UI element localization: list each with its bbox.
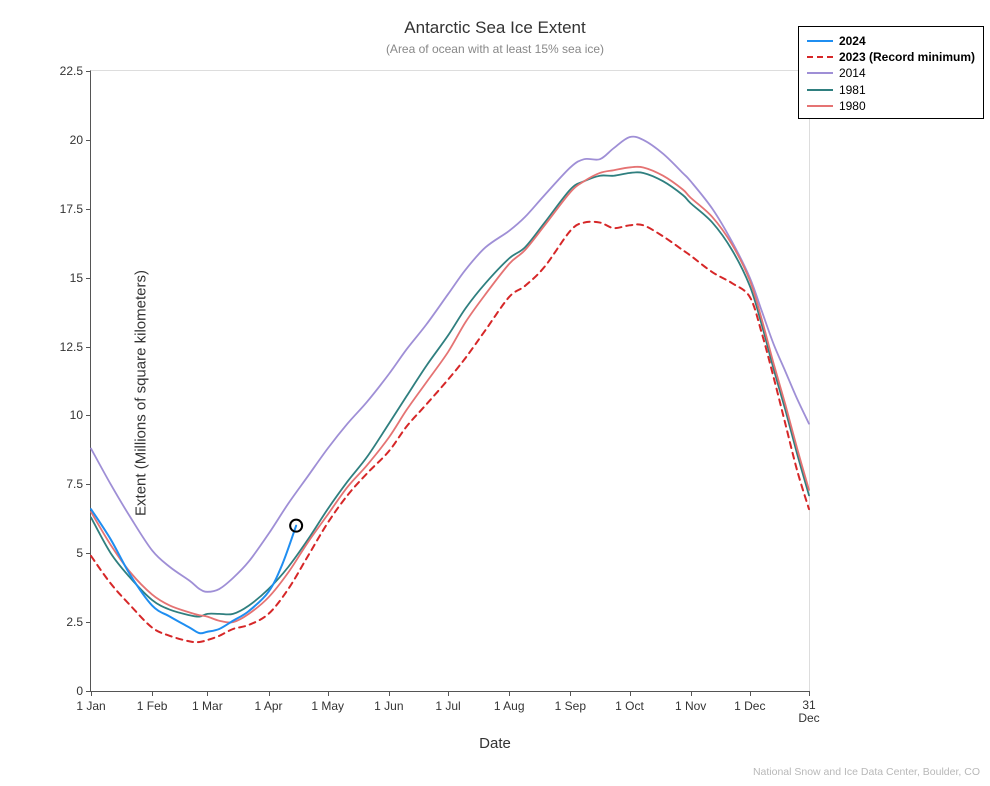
xtick-label: 1 Feb — [137, 699, 168, 713]
ytick-label: 20 — [70, 133, 83, 147]
ytick-label: 15 — [70, 271, 83, 285]
xtick-mark — [630, 691, 631, 696]
legend-item: 2024 — [807, 33, 975, 49]
legend-label: 2024 — [839, 33, 866, 49]
credit-text: National Snow and Ice Data Center, Bould… — [753, 766, 980, 778]
xtick-label: 1 Aug — [494, 699, 525, 713]
xtick-label: 1 Mar — [192, 699, 223, 713]
xtick-mark — [691, 691, 692, 696]
series-layer — [91, 71, 809, 691]
series-y2023 — [91, 222, 809, 642]
ytick-label: 12.5 — [60, 340, 83, 354]
xtick-mark — [269, 691, 270, 696]
legend-label: 2014 — [839, 65, 866, 81]
legend-swatch — [807, 40, 833, 42]
ytick-label: 0 — [76, 684, 83, 698]
chart-container: Antarctic Sea Ice Extent (Area of ocean … — [0, 0, 990, 786]
xtick-mark — [570, 691, 571, 696]
xtick-label: 1 Apr — [255, 699, 283, 713]
legend-item: 2014 — [807, 65, 975, 81]
legend-label: 1980 — [839, 98, 866, 114]
ytick-mark — [86, 415, 91, 416]
xtick-mark — [328, 691, 329, 696]
legend-label: 1981 — [839, 82, 866, 98]
xtick-mark — [750, 691, 751, 696]
xtick-label: 1 Oct — [615, 699, 644, 713]
ytick-label: 17.5 — [60, 202, 83, 216]
ytick-label: 5 — [76, 546, 83, 560]
ytick-label: 22.5 — [60, 64, 83, 78]
legend-swatch — [807, 105, 833, 107]
legend-item: 1980 — [807, 98, 975, 114]
ytick-mark — [86, 71, 91, 72]
x-axis-label: Date — [0, 735, 990, 752]
ytick-mark — [86, 347, 91, 348]
series-y2014 — [91, 137, 809, 592]
xtick-mark — [207, 691, 208, 696]
ytick-label: 10 — [70, 408, 83, 422]
legend-swatch — [807, 56, 833, 58]
ytick-mark — [86, 622, 91, 623]
series-y1981 — [91, 172, 809, 616]
legend-label: 2023 (Record minimum) — [839, 49, 975, 65]
legend-item: 2023 (Record minimum) — [807, 49, 975, 65]
xtick-label: 1 Nov — [675, 699, 706, 713]
legend: 20242023 (Record minimum)201419811980 — [798, 26, 984, 119]
xtick-mark — [91, 691, 92, 696]
ytick-mark — [86, 484, 91, 485]
xtick-mark — [389, 691, 390, 696]
ytick-label: 7.5 — [66, 477, 83, 491]
ytick-mark — [86, 278, 91, 279]
ytick-mark — [86, 140, 91, 141]
xtick-mark — [152, 691, 153, 696]
legend-swatch — [807, 89, 833, 91]
series-y1980 — [91, 167, 809, 623]
xtick-label: 1 Dec — [734, 699, 765, 713]
xtick-mark — [809, 691, 810, 696]
xtick-label: 1 Jul — [435, 699, 460, 713]
xtick-mark — [448, 691, 449, 696]
ytick-label: 2.5 — [66, 615, 83, 629]
xtick-label: 1 Jan — [76, 699, 105, 713]
legend-item: 1981 — [807, 82, 975, 98]
xtick-label: 31Dec — [798, 699, 819, 725]
series-y2024 — [91, 509, 296, 633]
xtick-label: 1 Sep — [555, 699, 586, 713]
plot-area: 02.557.51012.51517.52022.51 Jan1 Feb1 Ma… — [90, 70, 810, 692]
ytick-mark — [86, 553, 91, 554]
ytick-mark — [86, 209, 91, 210]
legend-swatch — [807, 72, 833, 74]
xtick-label: 1 May — [311, 699, 344, 713]
xtick-label: 1 Jun — [374, 699, 403, 713]
xtick-mark — [509, 691, 510, 696]
